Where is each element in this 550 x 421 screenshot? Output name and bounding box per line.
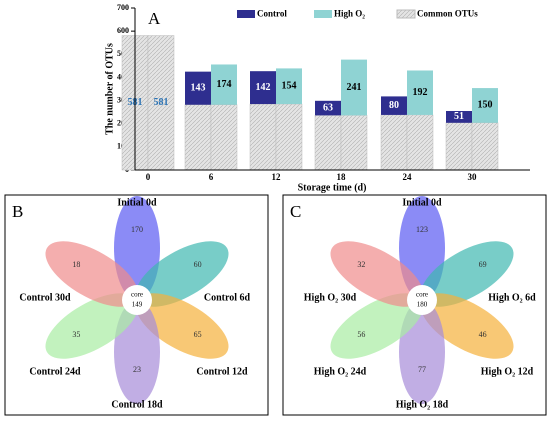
value-label: 51	[454, 111, 464, 122]
legend-label: Common OTUs	[417, 9, 478, 19]
common-segment	[340, 115, 368, 171]
petal	[330, 293, 424, 359]
core-label: core	[131, 291, 143, 299]
unique-segment	[211, 64, 237, 105]
value-label: 150	[478, 100, 493, 111]
petal-count: 170	[131, 225, 143, 234]
common-segment	[406, 114, 434, 171]
value-label: 142	[256, 82, 271, 93]
petal-count: 46	[479, 330, 487, 339]
petal-label: Control 12d	[196, 366, 248, 377]
common-segment	[210, 104, 238, 171]
unique-segment	[446, 110, 472, 123]
value-label: 143	[191, 82, 206, 93]
unique-segment	[315, 100, 341, 116]
petal-count: 65	[194, 330, 202, 339]
petal-count: 56	[357, 330, 365, 339]
y-axis-label: The number of OTUs	[104, 43, 115, 135]
petal-label: Initial 0d	[402, 197, 442, 208]
petal-label: Control 18d	[111, 399, 163, 410]
petal-count: 77	[418, 365, 426, 374]
petal-count: 123	[416, 225, 428, 234]
petal-count: 32	[357, 260, 365, 269]
value-label: 241	[347, 82, 362, 93]
core-count: 149	[132, 301, 143, 309]
petal-label: High O₂ 30d	[304, 292, 357, 303]
petal-label: Control 30d	[19, 292, 71, 303]
value-label: 80	[389, 100, 399, 111]
value-label: 154	[282, 81, 297, 92]
unique-segment	[276, 68, 302, 105]
petal-label: Initial 0d	[117, 197, 157, 208]
panel-c-frame	[282, 194, 547, 416]
common-segment	[147, 35, 175, 171]
core-label: core	[416, 291, 428, 299]
y-tick-label: 700	[117, 3, 129, 12]
unique-segment	[250, 71, 276, 105]
value-label: 581	[154, 97, 169, 108]
x-tick-label: 0	[146, 172, 151, 182]
value-label: 63	[323, 102, 333, 113]
x-axis-label: Storage time (d)	[298, 182, 367, 193]
common-segment	[184, 104, 212, 171]
petal-count: 60	[194, 260, 202, 269]
petal	[135, 293, 229, 359]
panel-b-frame	[4, 194, 269, 416]
petal-label: Control 6d	[204, 292, 251, 303]
common-segment	[314, 115, 342, 171]
common-segment	[380, 114, 408, 171]
petal-count: 18	[72, 260, 80, 269]
petal-label: High O₂ 12d	[481, 366, 534, 377]
petal-count: 23	[133, 365, 141, 374]
unique-segment	[381, 96, 407, 115]
unique-segment	[407, 70, 433, 115]
y-tick-label: 600	[117, 26, 129, 35]
unique-segment	[341, 59, 367, 116]
panel-label: B	[12, 202, 23, 221]
legend-label: High O₂	[334, 9, 365, 19]
panel-label: C	[290, 202, 301, 221]
x-tick-label: 18	[337, 172, 347, 182]
core-circle	[407, 285, 437, 315]
common-segment	[249, 103, 277, 171]
unique-segment	[472, 88, 498, 123]
petal-count: 69	[479, 260, 487, 269]
core-circle	[122, 285, 152, 315]
x-tick-label: 6	[209, 172, 214, 182]
petal	[45, 293, 139, 359]
common-segment	[275, 103, 303, 171]
x-tick-label: 30	[468, 172, 478, 182]
petal	[420, 293, 514, 359]
petal-label: High O₂ 24d	[314, 366, 367, 377]
petal-label: High O₂ 6d	[488, 292, 536, 303]
common-segment	[471, 122, 499, 171]
petal-label: High O₂ 18d	[396, 399, 449, 410]
x-tick-label: 12	[272, 172, 282, 182]
value-label: 174	[217, 79, 232, 90]
petal	[45, 241, 139, 307]
petal	[135, 241, 229, 307]
common-segment	[445, 122, 473, 171]
core-count: 180	[417, 301, 428, 309]
value-label: 192	[413, 87, 428, 98]
petal	[330, 241, 424, 307]
petal-label: Control 24d	[29, 366, 81, 377]
x-tick-label: 24	[403, 172, 413, 182]
legend-label: Control	[257, 9, 287, 19]
legend-swatch	[396, 9, 416, 19]
petal-count: 35	[72, 330, 80, 339]
unique-segment	[185, 71, 211, 105]
petal	[420, 241, 514, 307]
legend-swatch	[237, 10, 255, 18]
legend-swatch	[314, 10, 332, 18]
panel-label: A	[148, 9, 161, 28]
